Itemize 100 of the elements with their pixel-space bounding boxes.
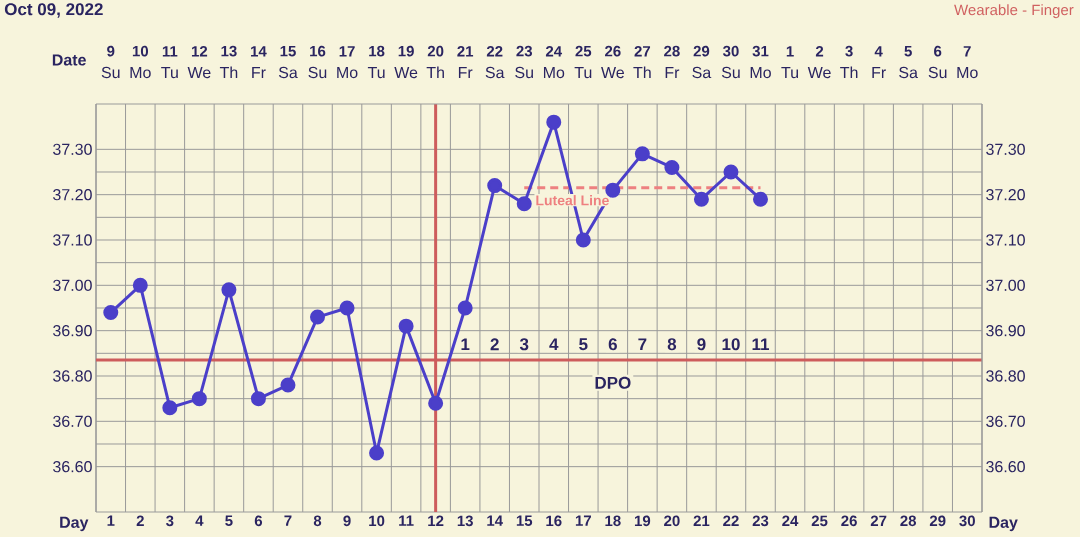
annotation: 9 xyxy=(697,338,706,351)
text: Tu xyxy=(367,66,385,79)
x2-tick-label: 17 xyxy=(339,46,355,57)
y2-tick-label: 36.60 xyxy=(986,460,1025,473)
text: Mo xyxy=(337,66,358,79)
x-tick-label: 5 xyxy=(225,515,233,526)
point xyxy=(664,159,680,175)
x-tick-label: 6 xyxy=(254,515,263,527)
point xyxy=(310,309,325,325)
text: Th xyxy=(633,66,651,78)
text: Mo xyxy=(543,66,565,79)
point xyxy=(428,395,444,411)
x2-tick-label: 26 xyxy=(605,45,621,57)
point xyxy=(339,300,355,316)
annotation: 2 xyxy=(490,338,499,351)
text: Fr xyxy=(252,66,266,78)
point xyxy=(250,391,266,407)
x-tick-label: 9 xyxy=(343,515,351,527)
text: Sa xyxy=(899,66,918,79)
annotation: 5 xyxy=(579,338,588,351)
x-tick-label: 12 xyxy=(428,515,444,526)
text: Tu xyxy=(781,66,799,79)
text: Su xyxy=(308,66,327,79)
text: Mo xyxy=(130,66,151,79)
x-tick-label: 17 xyxy=(575,515,591,526)
x2-tick-label: 7 xyxy=(963,46,971,57)
y-tick-label: 36.70 xyxy=(53,415,92,427)
x2-tick-label: 23 xyxy=(516,45,533,57)
point xyxy=(398,318,414,334)
x2-tick-label: 22 xyxy=(486,45,503,57)
x-axis-title: Day xyxy=(989,516,1018,532)
point xyxy=(162,400,178,416)
annotation: DPO xyxy=(595,376,631,389)
annotation: 8 xyxy=(667,338,677,351)
text: Su xyxy=(515,66,533,79)
text: Fr xyxy=(665,66,680,78)
x-tick-label: 19 xyxy=(634,515,651,527)
x2-tick-label: 31 xyxy=(752,45,769,57)
x2-tick-label: 9 xyxy=(107,45,115,57)
x2-tick-label: 11 xyxy=(162,46,178,57)
text: We xyxy=(601,66,624,79)
x2-tick-label: 2 xyxy=(815,45,824,57)
point xyxy=(457,300,473,316)
point xyxy=(280,377,296,393)
text: Th xyxy=(219,66,238,78)
point xyxy=(753,191,768,207)
x-tick-label: 21 xyxy=(693,515,710,526)
y-tick-label: 37.20 xyxy=(53,189,92,201)
y2-tick-label: 37.00 xyxy=(986,279,1025,291)
text: Sa xyxy=(485,66,505,79)
x-tick-label: 29 xyxy=(929,515,946,527)
x-tick-label: 20 xyxy=(664,515,680,527)
x-tick-label: 1 xyxy=(107,515,115,526)
text: Sa xyxy=(692,66,712,79)
x-tick-label: 28 xyxy=(900,515,917,527)
point xyxy=(634,146,650,162)
x2-tick-label: 25 xyxy=(575,45,592,57)
x2-tick-label: 12 xyxy=(191,45,208,57)
annotation: 11 xyxy=(752,338,770,351)
text: Sa xyxy=(278,66,298,79)
annotation: 7 xyxy=(638,338,647,351)
y-tick-label: 36.90 xyxy=(53,325,92,337)
text: Wearable - Finger xyxy=(954,4,1074,19)
text: Tu xyxy=(574,66,592,79)
text: Fr xyxy=(458,66,473,78)
x2-tick-label: 4 xyxy=(874,46,883,57)
x-tick-label: 16 xyxy=(546,515,562,527)
text: Tu xyxy=(161,66,178,79)
x2-tick-label: 19 xyxy=(398,45,414,57)
point xyxy=(516,196,532,212)
y2-tick-label: 36.90 xyxy=(986,325,1025,337)
annotation: 6 xyxy=(608,338,617,351)
x-tick-label: 7 xyxy=(284,515,292,526)
x-tick-label: 8 xyxy=(313,515,322,527)
x2-tick-label: 29 xyxy=(693,45,710,57)
point xyxy=(723,164,739,180)
x-tick-label: 15 xyxy=(516,515,533,526)
point xyxy=(546,114,562,130)
point xyxy=(487,178,503,194)
text: Su xyxy=(101,66,120,79)
point xyxy=(575,232,591,248)
x2-tick-label: 6 xyxy=(934,45,942,57)
text: We xyxy=(807,66,831,79)
annotation: 1 xyxy=(461,338,470,351)
x-tick-label: 2 xyxy=(136,515,144,526)
point xyxy=(103,305,119,321)
x-tick-label: 26 xyxy=(841,515,857,527)
annotation: 10 xyxy=(722,338,740,351)
y-tick-label: 37.00 xyxy=(53,279,92,291)
x-tick-label: 13 xyxy=(457,515,473,527)
x-tick-label: 3 xyxy=(166,515,174,527)
x2-tick-label: 14 xyxy=(251,46,267,57)
x2-tick-label: 15 xyxy=(280,46,296,57)
x-tick-label: 27 xyxy=(870,515,887,526)
x2-tick-label: 30 xyxy=(722,45,739,57)
x-tick-label: 22 xyxy=(723,515,739,526)
text: We xyxy=(394,66,418,79)
y2-tick-label: 36.80 xyxy=(986,370,1025,382)
x2-axis-title: Date xyxy=(52,54,86,66)
annotation: 3 xyxy=(519,338,529,351)
